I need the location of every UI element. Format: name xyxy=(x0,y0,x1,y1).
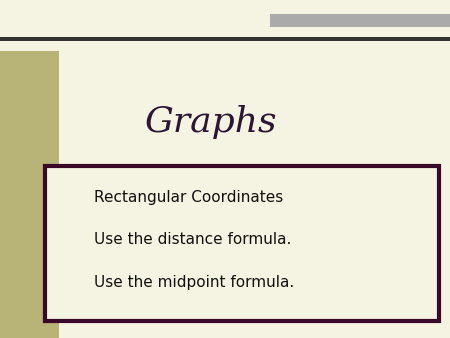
Text: Graphs: Graphs xyxy=(144,105,276,139)
Text: Use the midpoint formula.: Use the midpoint formula. xyxy=(94,275,295,290)
Bar xyxy=(0,37,450,41)
Bar xyxy=(45,166,439,321)
Text: Use the distance formula.: Use the distance formula. xyxy=(94,233,292,247)
Bar xyxy=(270,14,450,27)
Text: Rectangular Coordinates: Rectangular Coordinates xyxy=(94,190,284,205)
Bar xyxy=(0,51,58,338)
